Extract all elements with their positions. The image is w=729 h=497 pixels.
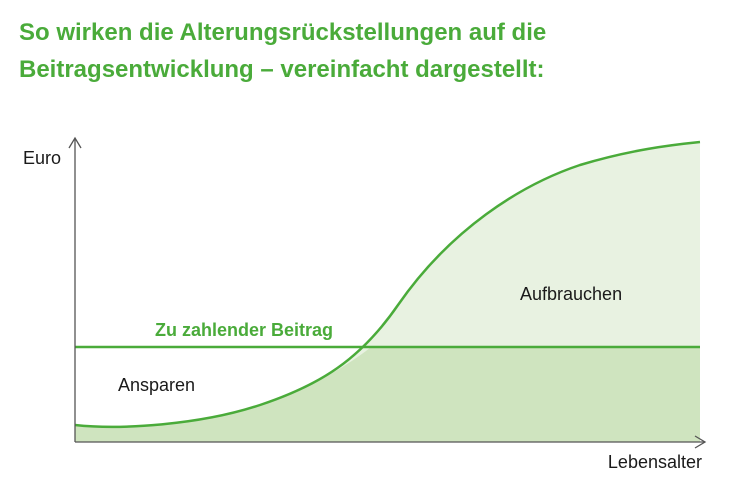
diagram-title: So wirken die Alterungsrückstellungen au… <box>19 14 719 88</box>
x-axis-label: Lebensalter <box>608 452 702 472</box>
area-under-premium-line <box>75 347 700 442</box>
title-line-1: So wirken die Alterungsrückstellungen au… <box>19 19 547 46</box>
title-line-2: Beitragsentwicklung – vereinfacht darges… <box>19 56 545 83</box>
y-axis-arrowhead <box>68 136 82 149</box>
x-axis-arrowhead <box>694 435 707 449</box>
cost-curve <box>74 140 701 429</box>
premium-line-label: Zu zahlender Beitrag <box>155 320 333 340</box>
savings-area-label: Ansparen <box>118 375 195 395</box>
y-axis-label: Euro <box>23 148 61 168</box>
drawdown-area-label: Aufbrauchen <box>520 284 622 304</box>
